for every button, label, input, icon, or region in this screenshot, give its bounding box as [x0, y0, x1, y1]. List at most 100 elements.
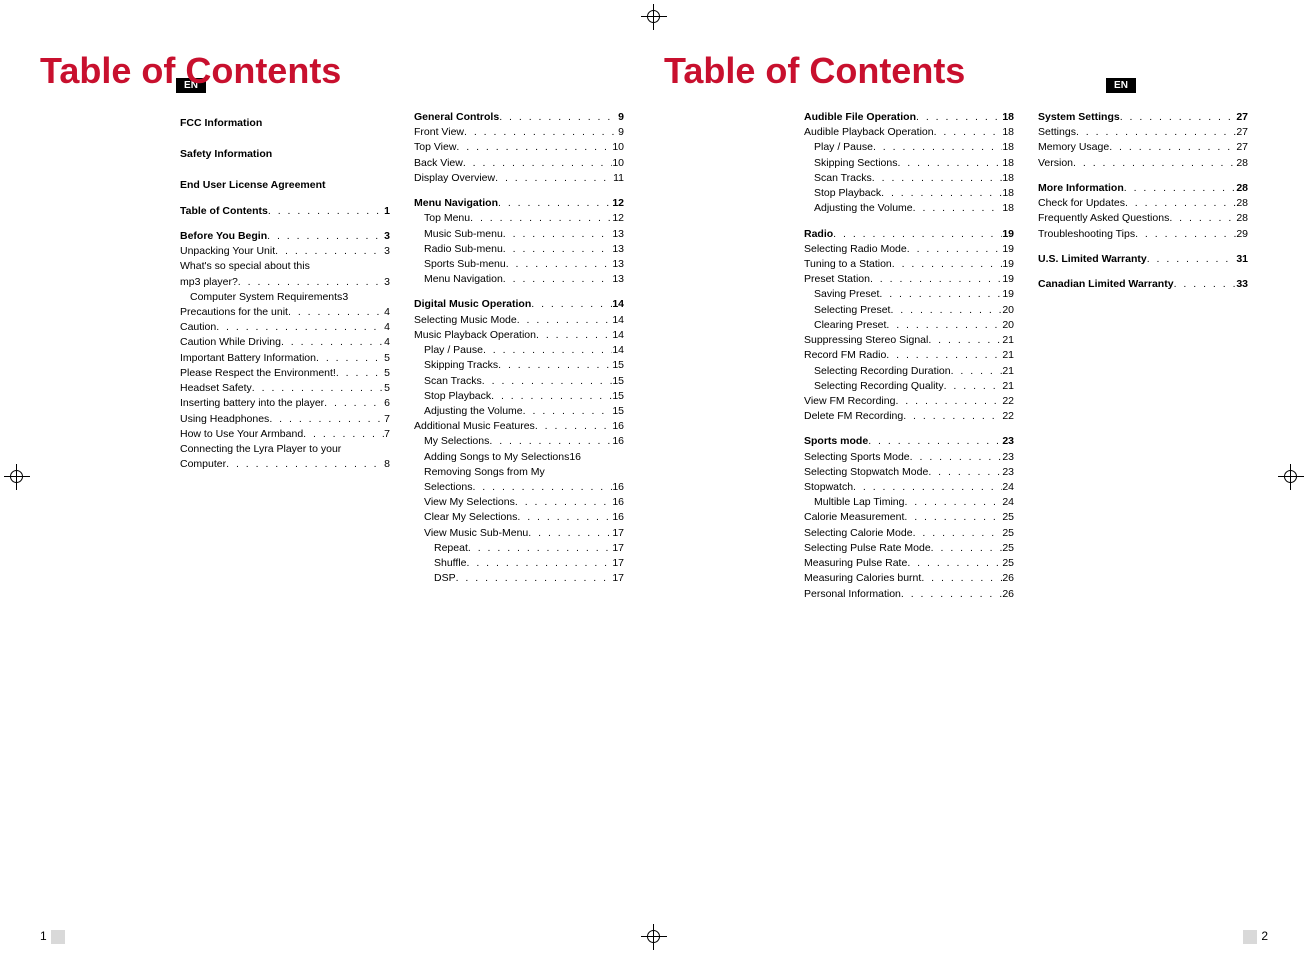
toc-entry: Clear My Selections . . . . . . . . . . … [414, 510, 624, 525]
toc-dots: . . . . . . . . . . . . . . . . . . . . … [464, 125, 618, 140]
toc-entry-label: Check for Updates [1038, 196, 1125, 211]
toc-entry: Personal Information . . . . . . . . . .… [804, 587, 1014, 602]
toc-entry-page: 22 [1002, 409, 1014, 424]
toc-entry: Adjusting the Volume . . . . . . . . . .… [804, 201, 1014, 216]
toc-entry-label: Selections [424, 480, 472, 495]
toc-dots: . . . . . . . . . . . . . . . . . . . . … [910, 450, 1003, 465]
toc-entry-label: How to Use Your Armband [180, 427, 303, 442]
toc-entry-label: Measuring Calories burnt [804, 571, 921, 586]
spacer [1038, 242, 1248, 252]
toc-entry: Measuring Pulse Rate . . . . . . . . . .… [804, 556, 1014, 571]
toc-dots: . . . . . . . . . . . . . . . . . . . . … [1076, 125, 1236, 140]
toc-entry-label: Top View [414, 140, 456, 155]
toc-section-heading: Menu Navigation . . . . . . . . . . . . … [414, 196, 624, 211]
toc-entry-label: Radio Sub-menu [424, 242, 503, 257]
spacer [180, 162, 390, 172]
toc-entry: Tuning to a Station . . . . . . . . . . … [804, 257, 1014, 272]
toc-entry-label: Music Playback Operation [414, 328, 536, 343]
toc-entry-page: 18 [1002, 110, 1014, 125]
toc-entry-label: What's so special about this [180, 259, 310, 274]
toc-entry-page: 25 [1002, 556, 1014, 571]
toc-entry-label: Clear My Selections [424, 510, 517, 525]
toc-entry: Troubleshooting Tips . . . . . . . . . .… [1038, 227, 1248, 242]
toc-entry-label: Important Battery Information [180, 351, 316, 366]
toc-dots: . . . . . . . . . . . . . . . . . . . . … [931, 541, 1003, 556]
toc-section-heading: Digital Music Operation . . . . . . . . … [414, 297, 624, 312]
toc-entry-page: 14 [612, 343, 624, 358]
toc-entry-page: 3 [384, 244, 390, 259]
toc-entry: Play / Pause . . . . . . . . . . . . . .… [804, 140, 1014, 155]
toc-entry-page: 10 [612, 156, 624, 171]
toc-entry-label: Adjusting the Volume [814, 201, 913, 216]
toc-entry-label: U.S. Limited Warranty [1038, 252, 1147, 267]
toc-entry: Scan Tracks . . . . . . . . . . . . . . … [414, 374, 624, 389]
toc-section-heading: General Controls . . . . . . . . . . . .… [414, 110, 624, 125]
toc-entry-page: 15 [612, 358, 624, 373]
toc-entry-page: 13 [612, 272, 624, 287]
toc-entry: Caution . . . . . . . . . . . . . . . . … [180, 320, 390, 335]
toc-entry: Selecting Sports Mode . . . . . . . . . … [804, 450, 1014, 465]
toc-entry-label: Selecting Sports Mode [804, 450, 910, 465]
toc-dots: . . . . . . . . . . . . . . . . . . . . … [491, 389, 612, 404]
toc-dots: . . . . . . . . . . . . . . . . . . . . … [928, 333, 1002, 348]
toc-entry: Audible Playback Operation . . . . . . .… [804, 125, 1014, 140]
toc-dots: . . . . . . . . . . . . . . . . . . . . … [498, 196, 612, 211]
toc-entry-page: 33 [1236, 277, 1248, 292]
toc-entry: Front View . . . . . . . . . . . . . . .… [414, 125, 624, 140]
toc-entry-label: Clearing Preset [814, 318, 886, 333]
toc-dots: . . . . . . . . . . . . . . . . . . . . … [1135, 227, 1236, 242]
toc-dots: . . . . . . . . . . . . . . . . . . . . … [904, 495, 1002, 510]
toc-entry: Music Sub-menu . . . . . . . . . . . . .… [414, 227, 624, 242]
toc-entry: Play / Pause . . . . . . . . . . . . . .… [414, 343, 624, 358]
toc-entry-label: Front View [414, 125, 464, 140]
page-square-icon [51, 930, 65, 944]
toc-dots: . . . . . . . . . . . . . . . . . . . . … [482, 374, 613, 389]
toc-entry-page: 28 [1236, 156, 1248, 171]
toc-dots: . . . . . . . . . . . . . . . . . . . . … [456, 140, 612, 155]
toc-dots: . . . . . . . . . . . . . . . . . . . . … [535, 419, 613, 434]
toc-entry-page: 14 [612, 297, 624, 312]
toc-dots: . . . . . . . . . . . . . . . . . . . . … [1109, 140, 1236, 155]
toc-entry-page: 27 [1236, 110, 1248, 125]
toc-entry-label: Preset Station [804, 272, 870, 287]
toc-entry: Important Battery Information . . . . . … [180, 351, 390, 366]
toc-entry-label: Radio [804, 227, 833, 242]
toc-entry-page: 19 [1002, 272, 1014, 287]
toc-entry-label: Computer [180, 457, 226, 472]
toc-entry: Selecting Pulse Rate Mode . . . . . . . … [804, 541, 1014, 556]
toc-dots: . . . . . . . . . . . . . . . . . . . . … [1124, 181, 1237, 196]
toc-entry: Version . . . . . . . . . . . . . . . . … [1038, 156, 1248, 171]
toc-entry-page: 12 [612, 196, 624, 211]
toc-entry-label: Removing Songs from My [424, 465, 545, 480]
page-number-right: 2 [1239, 929, 1268, 944]
toc-entry: Using Headphones . . . . . . . . . . . .… [180, 412, 390, 427]
toc-entry: Measuring Calories burnt . . . . . . . .… [804, 571, 1014, 586]
spacer [180, 194, 390, 204]
toc-entry-page: 23 [1002, 434, 1014, 449]
toc-dots: . . . . . . . . . . . . . . . . . . . . … [517, 510, 612, 525]
toc-dots: . . . . . . . . . . . . . . . . . . . . … [873, 140, 1002, 155]
toc-entry-page: 10 [612, 140, 624, 155]
toc-entry-page: 27 [1236, 125, 1248, 140]
toc-section-heading: Audible File Operation . . . . . . . . .… [804, 110, 1014, 125]
toc-dots: . . . . . . . . . . . . . . . . . . . . … [536, 328, 612, 343]
toc-entry-page: 28 [1236, 211, 1248, 226]
toc-dots: . . . . . . . . . . . . . . . . . . . . … [833, 227, 1002, 242]
toc-entry-page: 26 [1002, 587, 1014, 602]
toc-dots: . . . . . . . . . . . . . . . . . . . . … [1174, 277, 1237, 292]
spacer [1038, 267, 1248, 277]
toc-dots: . . . . . . . . . . . . . . . . . . . . … [515, 495, 612, 510]
toc-entry-page: 25 [1002, 541, 1014, 556]
toc-section-heading: End User License Agreement [180, 178, 390, 193]
toc-entry-page: 31 [1236, 252, 1248, 267]
toc-entry-page: 7 [384, 412, 390, 427]
toc-entry-label: More Information [1038, 181, 1124, 196]
toc-entry-label: Delete FM Recording [804, 409, 903, 424]
toc-entry-page: 22 [1002, 394, 1014, 409]
toc-entry-label: My Selections [424, 434, 489, 449]
toc-entry-page: 11 [613, 171, 624, 186]
toc-entry-page: 24 [1002, 495, 1014, 510]
toc-entry: Menu Navigation . . . . . . . . . . . . … [414, 272, 624, 287]
toc-dots: . . . . . . . . . . . . . . . . . . . . … [517, 313, 613, 328]
toc-entry: Radio Sub-menu . . . . . . . . . . . . .… [414, 242, 624, 257]
